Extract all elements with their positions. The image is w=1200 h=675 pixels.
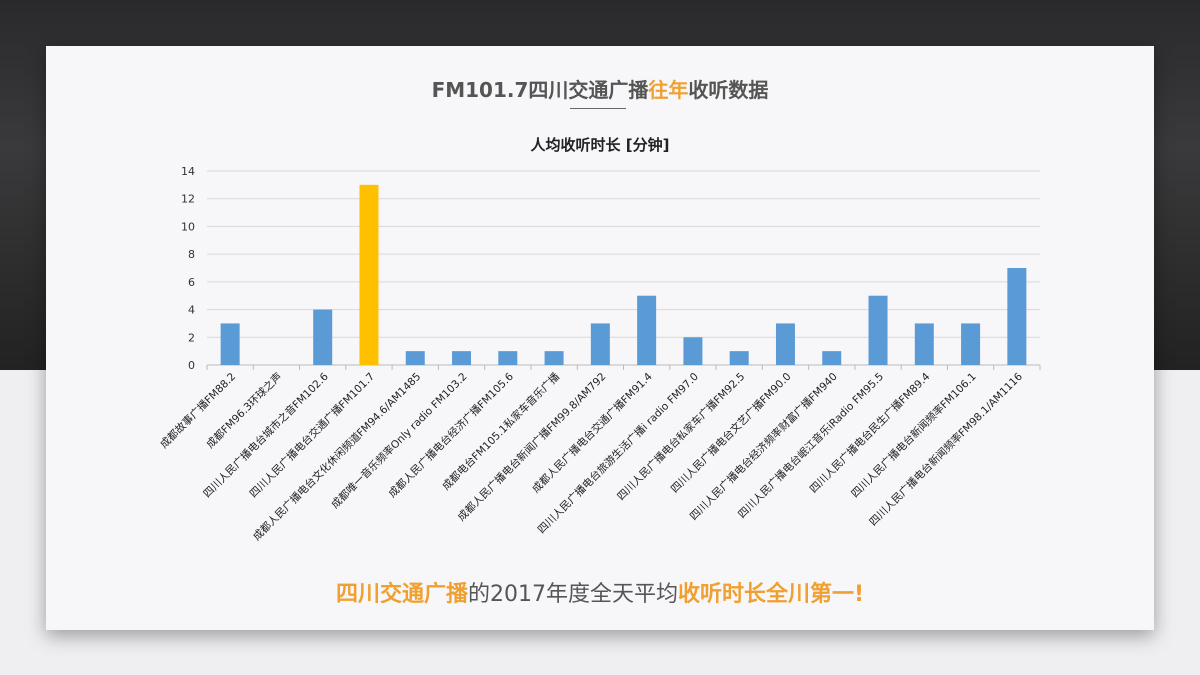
x-tick-label: 成都FM96.3环球之声 <box>204 370 285 451</box>
y-tick-label: 10 <box>181 220 195 233</box>
bar <box>822 351 842 365</box>
bar <box>498 351 518 365</box>
bar <box>775 323 795 365</box>
footer-exclaim: ! <box>853 582 865 607</box>
bar <box>683 337 703 365</box>
x-tick-label: 四川人民广播电台新闻频率FM98.1/AM1116 <box>867 370 1026 529</box>
chart-title: 人均收听时长 [分钟] <box>531 136 670 154</box>
bar <box>590 323 610 365</box>
y-tick-label: 14 <box>181 165 195 178</box>
bar <box>452 351 472 365</box>
bar <box>405 351 425 365</box>
bar <box>637 295 657 365</box>
bar <box>220 323 240 365</box>
footer-bold-1: 四川交通广播 <box>335 582 468 607</box>
title-highlight: 往年 <box>648 78 689 102</box>
bar <box>359 184 379 365</box>
x-tick-label: 成都故事广播FM88.2 <box>157 370 238 451</box>
bar <box>868 295 888 365</box>
footer-bold-2: 收听时长全川第一 <box>677 582 854 607</box>
slide-title: FM101.7四川交通广播往年收听数据 <box>46 74 1154 103</box>
y-tick-label: 8 <box>188 248 195 261</box>
bar <box>729 351 749 365</box>
bar <box>914 323 934 365</box>
y-tick-label: 4 <box>188 304 195 317</box>
y-tick-label: 12 <box>181 193 195 206</box>
title-underline <box>570 108 626 109</box>
bar <box>544 351 564 365</box>
footer-statement: 四川交通广播的2017年度全天平均收听时长全川第一! <box>46 576 1154 608</box>
y-tick-label: 2 <box>188 331 195 344</box>
x-tick-label: 四川人民广播电台旅游生活广播i radio FM97.0 <box>535 370 701 536</box>
title-text-end: 收听数据 <box>688 78 769 102</box>
footer-text: 的2017年度全天平均 <box>467 582 678 607</box>
bar <box>1007 268 1027 365</box>
title-text: FM101.7四川交通广播 <box>431 78 649 102</box>
x-tick-label: 成都人民广播电台文化休闲频道FM94.6/AM1485 <box>250 370 423 543</box>
y-tick-label: 6 <box>188 276 195 289</box>
bar <box>961 323 981 365</box>
bar <box>313 309 333 365</box>
y-tick-label: 0 <box>188 359 195 372</box>
